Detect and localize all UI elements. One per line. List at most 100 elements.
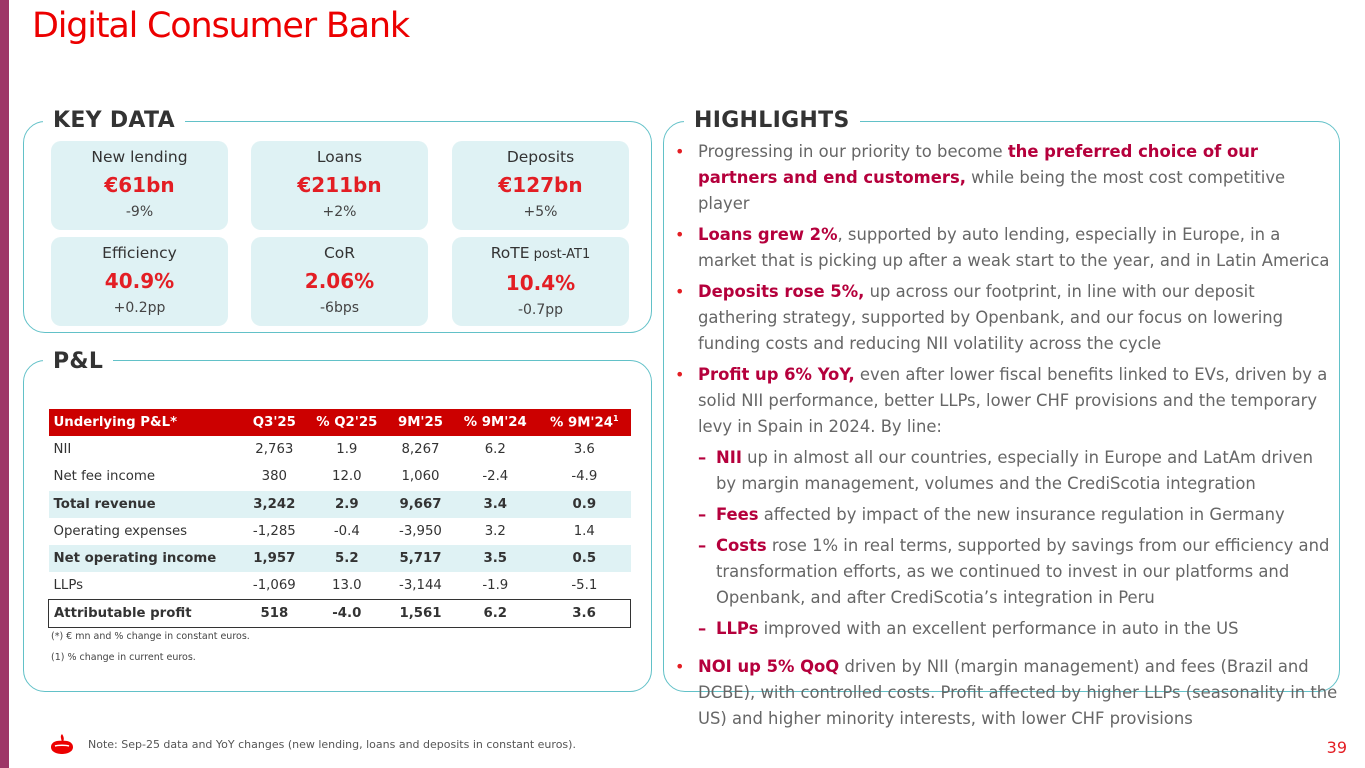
kpi-value: 10.4% bbox=[505, 271, 576, 295]
highlight-emphasis: Loans grew 2% bbox=[698, 225, 838, 244]
kpi-value: €127bn bbox=[498, 173, 583, 197]
kpi-card-new-lending: New lending €61bn -9% bbox=[51, 141, 228, 230]
list-item: LLPs improved with an excellent performa… bbox=[698, 616, 1338, 642]
table-cell: -2.4 bbox=[482, 469, 509, 485]
table-cell: -3,950 bbox=[399, 524, 442, 540]
kpi-label: Efficiency bbox=[102, 244, 177, 262]
table-cell: Attributable profit bbox=[48, 599, 244, 628]
table-cell: 12.0 bbox=[332, 469, 362, 485]
pl-heading: P&L bbox=[43, 348, 114, 376]
kpi-change: +2% bbox=[322, 204, 357, 220]
highlight-text: improved with an excellent performance i… bbox=[758, 619, 1239, 638]
kpi-card-cor: CoR 2.06% -6bps bbox=[251, 237, 428, 326]
pl-header-cell: Q3'25 bbox=[243, 409, 306, 436]
table-cell: 3.4 bbox=[452, 490, 539, 518]
highlight-text: rose 1% in real terms, supported by savi… bbox=[716, 536, 1330, 607]
kpi-card-rote: RoTE post-AT1 10.4% -0.7pp bbox=[452, 237, 629, 326]
highlight-text: , supported by auto lending, especially … bbox=[698, 225, 1330, 270]
pl-header-text: % 9M'24 bbox=[550, 415, 614, 431]
kpi-value: 40.9% bbox=[104, 269, 175, 293]
kpi-change: +0.2pp bbox=[113, 300, 166, 316]
table-row-attributable-profit: Attributable profit 518 -4.0 1,561 6.2 3… bbox=[48, 599, 632, 628]
table-cell: Total revenue bbox=[48, 490, 244, 518]
page-number: 39 bbox=[1326, 738, 1347, 757]
footnote-marker: 1 bbox=[613, 414, 619, 424]
table-row: NII 2,763 1.9 8,267 6.2 3.6 bbox=[49, 436, 631, 463]
key-data-heading: KEY DATA bbox=[43, 107, 185, 135]
highlight-text: affected by impact of the new insurance … bbox=[758, 505, 1285, 524]
table-cell: 1,060 bbox=[401, 469, 440, 485]
kpi-value: 2.06% bbox=[304, 269, 375, 293]
highlights-list: Progressing in our priority to become th… bbox=[673, 139, 1338, 737]
highlights-heading: HIGHLIGHTS bbox=[684, 107, 860, 135]
table-cell: 1.9 bbox=[336, 442, 358, 458]
table-cell: 6.2 bbox=[484, 442, 506, 458]
highlight-text: Progressing in our priority to become bbox=[698, 142, 1008, 161]
kpi-card-deposits: Deposits €127bn +5% bbox=[452, 141, 629, 230]
table-cell: -1,069 bbox=[252, 578, 296, 594]
pl-header-cell: 9M'25 bbox=[388, 409, 453, 436]
side-accent-bar bbox=[0, 0, 9, 768]
table-cell: Net operating income bbox=[48, 545, 244, 573]
kpi-value: €211bn bbox=[297, 173, 382, 197]
highlight-text: even after lower fiscal benefits linked … bbox=[698, 365, 1328, 436]
kpi-change: -0.7pp bbox=[517, 302, 564, 318]
highlight-text: up in almost all our countries, especial… bbox=[716, 448, 1314, 493]
kpi-change: +5% bbox=[523, 204, 558, 220]
table-cell: 3.5 bbox=[452, 545, 539, 573]
pl-header-cell: Underlying P&L* bbox=[48, 409, 244, 436]
kpi-change: -6bps bbox=[319, 300, 360, 316]
table-cell: 2,763 bbox=[255, 442, 294, 458]
highlight-emphasis: Costs bbox=[716, 536, 767, 555]
kpi-value: €61bn bbox=[104, 173, 175, 197]
table-row: Net fee income 380 12.0 1,060 -2.4 -4.9 bbox=[49, 463, 631, 490]
highlight-emphasis: Deposits rose 5%, bbox=[698, 282, 865, 301]
pl-table: Underlying P&L* Q3'25 % Q2'25 9M'25 % 9M… bbox=[48, 409, 632, 628]
table-cell: Net fee income bbox=[53, 469, 156, 485]
table-cell: -3,144 bbox=[399, 578, 442, 594]
table-cell: 2.9 bbox=[305, 490, 389, 518]
kpi-card-loans: Loans €211bn +2% bbox=[251, 141, 428, 230]
list-item: Deposits rose 5%, up across our footprin… bbox=[673, 279, 1338, 357]
santander-flame-icon bbox=[51, 734, 73, 754]
pl-footnote: (*) € mn and % change in constant euros. bbox=[51, 631, 250, 642]
highlight-emphasis: LLPs bbox=[716, 619, 759, 638]
table-cell: -4.9 bbox=[571, 469, 598, 485]
pl-header-cell: % 9M'24 bbox=[452, 409, 539, 436]
table-cell: NII bbox=[53, 442, 72, 458]
kpi-label: Deposits bbox=[506, 148, 575, 166]
table-cell: LLPs bbox=[53, 578, 84, 594]
pl-header-cell-current-euros: % 9M'241 bbox=[538, 409, 631, 436]
table-cell: 0.9 bbox=[538, 490, 631, 518]
pl-footnote: (1) % change in current euros. bbox=[51, 652, 196, 663]
list-item: NOI up 5% QoQ driven by NII (margin mana… bbox=[673, 654, 1338, 732]
table-cell: 5,717 bbox=[388, 545, 453, 573]
list-item: Loans grew 2%, supported by auto lending… bbox=[673, 222, 1338, 274]
kpi-label: CoR bbox=[323, 244, 356, 262]
table-cell: 0.5 bbox=[538, 545, 631, 573]
highlights-sublist: NII up in almost all our countries, espe… bbox=[698, 445, 1338, 642]
pl-header-cell: % Q2'25 bbox=[305, 409, 389, 436]
table-cell: 3.6 bbox=[573, 442, 595, 458]
table-row-highlight: Total revenue 3,242 2.9 9,667 3.4 0.9 bbox=[48, 490, 631, 518]
footer-note: Note: Sep-25 data and YoY changes (new l… bbox=[88, 738, 576, 751]
table-cell: 1.4 bbox=[573, 524, 595, 540]
table-cell: -5.1 bbox=[571, 578, 598, 594]
kpi-card-efficiency: Efficiency 40.9% +0.2pp bbox=[51, 237, 228, 326]
table-cell: 3.6 bbox=[538, 599, 632, 628]
list-item: Costs rose 1% in real terms, supported b… bbox=[698, 533, 1338, 611]
table-row: Operating expenses -1,285 -0.4 -3,950 3.… bbox=[49, 518, 631, 545]
table-cell: 9,667 bbox=[388, 490, 453, 518]
highlight-emphasis: Profit up 6% YoY, bbox=[698, 365, 855, 384]
table-cell: -1,285 bbox=[252, 524, 296, 540]
list-item: Fees affected by impact of the new insur… bbox=[698, 502, 1338, 528]
list-item: Progressing in our priority to become th… bbox=[673, 139, 1338, 217]
table-cell: 8,267 bbox=[401, 442, 440, 458]
kpi-label-main: RoTE bbox=[490, 244, 530, 262]
table-cell: 13.0 bbox=[332, 578, 362, 594]
kpi-change: -9% bbox=[125, 204, 154, 220]
kpi-label: RoTE post-AT1 bbox=[452, 243, 629, 265]
kpi-label: Loans bbox=[316, 148, 363, 166]
table-cell: 1,561 bbox=[388, 599, 453, 628]
highlight-text: up across our footprint, in line with ou… bbox=[698, 282, 1284, 353]
